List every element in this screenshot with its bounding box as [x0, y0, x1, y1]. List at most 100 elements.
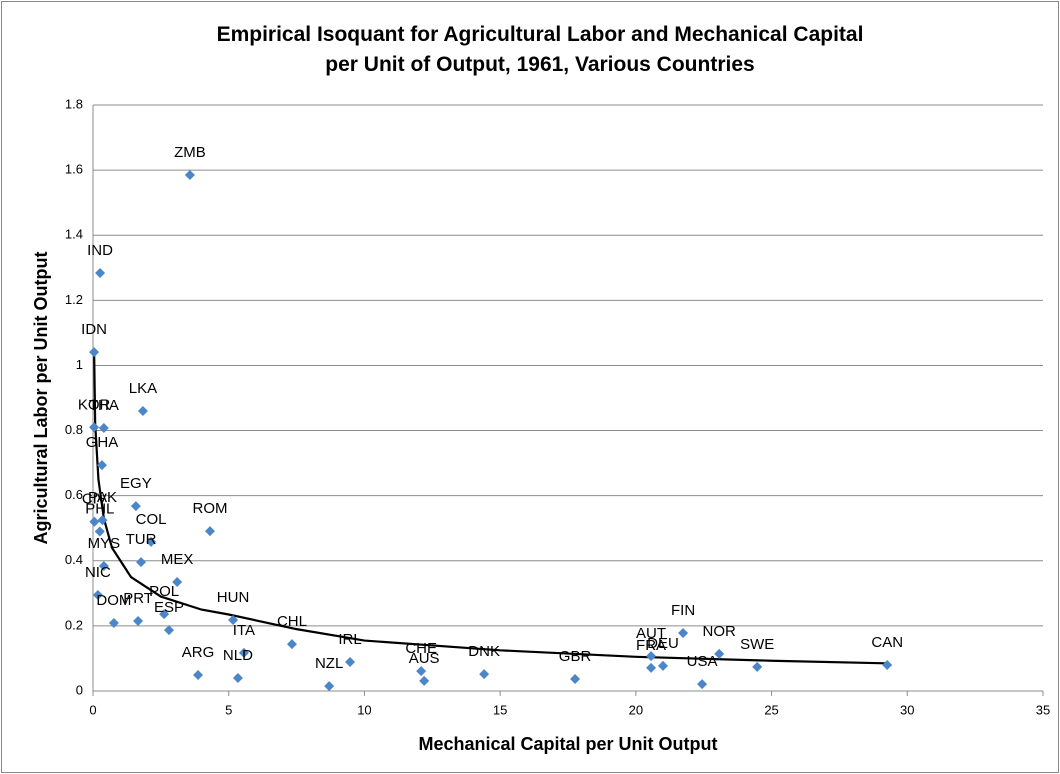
point-label: PRT — [123, 590, 153, 607]
data-point — [172, 576, 183, 587]
data-point — [136, 557, 147, 568]
point-label: NOR — [703, 623, 737, 640]
point-label: NLD — [223, 647, 253, 664]
point-label: DOM — [96, 592, 131, 609]
point-label: ESP — [154, 599, 184, 616]
point-label: IND — [87, 242, 113, 259]
point-label: FRA — [636, 637, 666, 654]
data-point — [97, 515, 108, 526]
fit-curve — [92, 349, 886, 665]
data-point — [193, 670, 204, 681]
chart-title: Empirical Isoquant for Agricultural Labo… — [216, 23, 864, 76]
point-label: DNK — [468, 643, 500, 660]
data-point — [89, 516, 100, 527]
data-point — [92, 589, 103, 600]
data-point — [416, 666, 427, 677]
x-tick-label: 20 — [629, 702, 643, 717]
point-label: CIV — [82, 491, 107, 508]
data-point — [646, 651, 657, 662]
point-label: NIC — [85, 564, 111, 581]
data-point — [130, 501, 141, 512]
point-label: USA — [687, 653, 718, 670]
x-axis-title: Mechanical Capital per Unit Output — [418, 734, 717, 754]
point-label: SWE — [740, 636, 774, 653]
data-point — [164, 625, 174, 636]
point-label: TUR — [126, 531, 157, 548]
point-label: CHL — [277, 613, 307, 630]
y-tick-label: 0 — [76, 682, 83, 697]
point-label: FIN — [671, 602, 695, 619]
y-tick-label: 0.8 — [65, 422, 83, 437]
data-point — [133, 616, 144, 627]
point-label: AUT — [636, 625, 666, 642]
y-tick-label: 1.4 — [65, 227, 83, 242]
x-tick-label: 0 — [89, 702, 96, 717]
y-tick-label: 1.6 — [65, 162, 83, 177]
data-point — [137, 406, 148, 417]
point-label: CAN — [871, 634, 903, 651]
data-point — [419, 675, 430, 686]
data-point — [146, 536, 157, 547]
data-point — [697, 679, 708, 690]
data-point — [324, 681, 335, 692]
data-point — [228, 615, 239, 626]
point-label: IDN — [81, 321, 107, 338]
point-label: ZMB — [174, 144, 206, 161]
x-tick-label: 35 — [1036, 702, 1050, 717]
data-point — [184, 169, 195, 180]
data-point — [98, 422, 109, 433]
point-label: KOR — [78, 396, 111, 413]
point-label: PAK — [88, 489, 117, 506]
data-point — [108, 617, 119, 628]
point-label: IRL — [338, 631, 361, 648]
point-label: GBR — [559, 648, 592, 665]
point-label: CHE — [405, 640, 437, 657]
x-tick-label: 30 — [900, 702, 914, 717]
data-point — [94, 526, 105, 537]
data-point — [678, 628, 689, 639]
point-label: ARG — [182, 644, 215, 661]
point-label: PHL — [85, 500, 114, 517]
x-tick-label: 15 — [493, 702, 507, 717]
point-label: THA — [89, 397, 119, 414]
point-label: EGY — [120, 475, 152, 492]
point-label: MEX — [161, 551, 194, 568]
data-point — [204, 526, 215, 537]
point-label: AUS — [409, 650, 440, 667]
point-label: POL — [149, 583, 179, 600]
data-point — [714, 648, 725, 659]
point-label: MYS — [88, 535, 121, 552]
data-point — [159, 609, 170, 620]
point-label: ITA — [233, 622, 255, 639]
point-label: LKA — [129, 380, 157, 397]
data-point — [95, 267, 106, 278]
point-label: NZL — [315, 655, 343, 672]
point-label: ROM — [192, 500, 227, 517]
y-axis-title: Agricultural Labor per Unit Output — [31, 252, 51, 545]
x-tick-label: 5 — [225, 702, 232, 717]
y-tick-label: 0.6 — [65, 487, 83, 502]
data-point — [89, 422, 100, 433]
point-label: DEU — [647, 635, 679, 652]
data-point — [98, 560, 109, 571]
data-point — [570, 673, 581, 684]
data-point — [752, 661, 763, 672]
data-point — [286, 639, 297, 650]
point-label: HUN — [217, 589, 250, 606]
y-tick-label: 0.2 — [65, 617, 83, 632]
data-point — [89, 347, 100, 358]
data-point — [96, 460, 107, 471]
y-tick-label: 1.2 — [65, 292, 83, 307]
data-point — [345, 657, 356, 668]
x-tick-label: 10 — [357, 702, 371, 717]
data-point — [882, 659, 893, 670]
data-point — [238, 647, 249, 658]
y-tick-label: 0.4 — [65, 552, 83, 567]
data-point — [232, 672, 243, 683]
data-point — [646, 662, 657, 673]
y-tick-label: 1.8 — [65, 96, 83, 111]
data-point — [658, 660, 668, 671]
